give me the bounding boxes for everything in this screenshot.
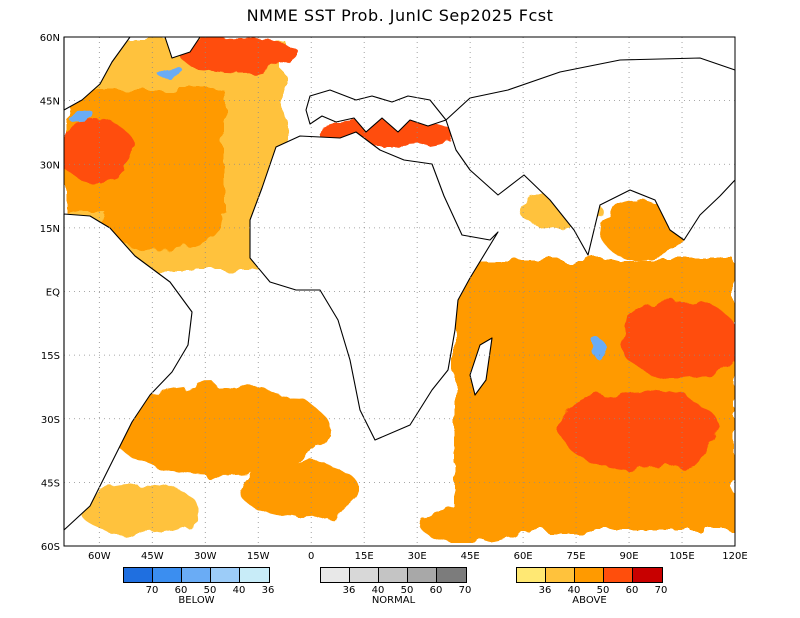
bay-of-bengal-patch xyxy=(600,200,680,260)
legend-value-label: 70 xyxy=(145,585,159,596)
nw-atlantic-hotspot xyxy=(64,120,135,180)
longitude-tick-label: 30W xyxy=(194,551,217,560)
map-title: NMME SST Prob. JunIC Sep2025 Fcst xyxy=(246,6,554,25)
legend-value-label: 70 xyxy=(654,585,668,596)
legend-above: 36 40 50 60 70 ABOVE xyxy=(516,567,668,606)
longitude-tick-label: 0 xyxy=(308,551,314,560)
legend-color-swatch xyxy=(437,568,466,582)
latitude-tick-label: 15S xyxy=(41,351,60,362)
legend-value-label: 50 xyxy=(203,585,217,596)
latitude-tick-label: 15N xyxy=(40,224,60,235)
land xyxy=(63,36,736,531)
map-frame xyxy=(63,36,736,547)
longitude-tick-label: 75E xyxy=(567,551,586,560)
southern-ocean-patch xyxy=(420,507,520,543)
south-atlantic-patch xyxy=(110,385,330,475)
east-indian-hotspot xyxy=(620,300,735,380)
central-atlantic-patch xyxy=(100,190,220,250)
legend-value-label: 60 xyxy=(429,585,443,596)
latitude-labels: 60N 45N 30N 15N EQ 15S 30S 45S 60S xyxy=(40,33,60,553)
southwest-atlantic-patch xyxy=(80,485,200,535)
longitude-tick-label: 60W xyxy=(88,551,111,560)
legend-value-label: 36 xyxy=(261,585,275,596)
madagascar-outline xyxy=(469,337,493,396)
longitude-tick-label: 90E xyxy=(620,551,639,560)
legend-normal-label: NORMAL xyxy=(371,595,416,606)
latitude-tick-label: 45N xyxy=(40,97,60,108)
legend-color-swatch xyxy=(379,568,408,582)
latitude-tick-label: 30S xyxy=(41,415,60,426)
longitude-tick-label: 105E xyxy=(669,551,694,560)
legend-color-swatch xyxy=(321,568,350,582)
below-normal-patch-indian-ocean xyxy=(589,340,607,356)
legend-below-values: 70 60 50 40 36 xyxy=(123,583,275,597)
legend-color-swatch xyxy=(546,568,575,582)
sst-probability-map: 60W 45W 30W 15W 0 15E 30E 45E 60E 75E 90E 105E 120E … xyxy=(40,33,748,560)
legend-value-label: 50 xyxy=(400,585,414,596)
legend-normal-values: 36 40 50 60 70 xyxy=(320,583,472,597)
latitude-tick-label: 30N xyxy=(40,160,60,171)
legend-value-label: 40 xyxy=(232,585,246,596)
legend-value-label: 60 xyxy=(174,585,188,596)
lat-lon-grid xyxy=(64,37,736,546)
legend-below: 70 60 50 40 36 BELOW xyxy=(123,567,275,606)
below-normal-patch-north-atlantic xyxy=(66,108,94,122)
longitude-tick-label: 30E xyxy=(408,551,427,560)
legend-color-swatch xyxy=(408,568,437,582)
latitude-tick-label: 45S xyxy=(41,478,60,489)
indian-ocean-above-shading xyxy=(455,260,735,530)
longitude-tick-label: 15E xyxy=(355,551,374,560)
latitude-tick-label: 60S xyxy=(41,542,60,553)
south-indian-hotspot xyxy=(560,390,720,470)
legend-above-label: ABOVE xyxy=(572,595,607,606)
legend-value-label: 60 xyxy=(625,585,639,596)
legend-below-colorbar xyxy=(123,567,270,583)
asia-outline xyxy=(445,57,736,256)
legend-color-swatch xyxy=(633,568,662,582)
legend-value-label: 36 xyxy=(538,585,552,596)
legend-color-swatch xyxy=(153,568,182,582)
longitude-tick-label: 60E xyxy=(514,551,533,560)
legend-color-swatch xyxy=(211,568,240,582)
legend-color-swatch xyxy=(182,568,211,582)
legend-color-swatch xyxy=(124,568,153,582)
longitude-labels: 60W 45W 30W 15W 0 15E 30E 45E 60E 75E 90E 105E 120E xyxy=(88,551,748,560)
latitude-tick-label: 60N xyxy=(40,33,60,44)
legend-above-values: 36 40 50 60 70 xyxy=(516,583,668,597)
longitude-tick-label: 45W xyxy=(141,551,164,560)
legend-value-label: 50 xyxy=(596,585,610,596)
south-america-outline xyxy=(63,213,193,531)
legend-above-colorbar xyxy=(516,567,663,583)
longitude-tick-label: 45E xyxy=(461,551,480,560)
legend-normal: 36 40 50 60 70 NORMAL xyxy=(320,567,472,606)
longitude-tick-label: 120E xyxy=(722,551,747,560)
legend-value-label: 36 xyxy=(342,585,356,596)
subpolar-atlantic-hotspot xyxy=(180,37,300,73)
below-normal-patch-north-atlantic-2 xyxy=(156,66,184,78)
legend-value-label: 40 xyxy=(371,585,385,596)
africa-outline xyxy=(249,131,499,441)
legend-color-swatch xyxy=(575,568,604,582)
legend-color-swatch xyxy=(350,568,379,582)
europe-outline xyxy=(305,89,447,133)
legend-normal-colorbar xyxy=(320,567,467,583)
legend-below-label: BELOW xyxy=(178,595,215,606)
latitude-tick-label: EQ xyxy=(46,288,60,299)
legend-value-label: 70 xyxy=(458,585,472,596)
longitude-tick-label: 15W xyxy=(247,551,270,560)
southeast-atlantic-patch xyxy=(240,462,360,518)
legend-color-swatch xyxy=(240,568,269,582)
legend-value-label: 40 xyxy=(567,585,581,596)
legend-color-swatch xyxy=(517,568,546,582)
legend-color-swatch xyxy=(604,568,633,582)
